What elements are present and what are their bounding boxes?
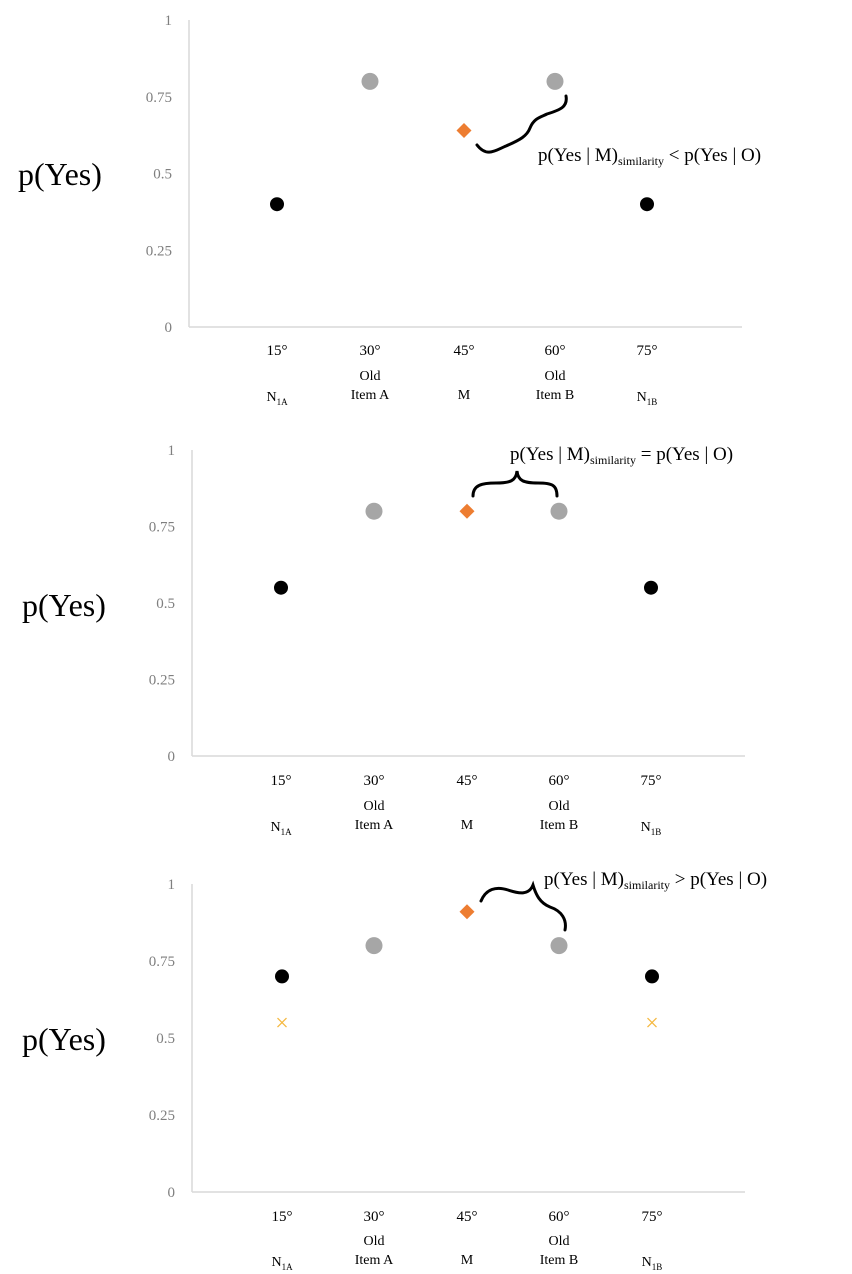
data-point-circle <box>365 502 383 520</box>
y-tick-label: 0.75 <box>149 520 175 536</box>
y-tick-label: 0.75 <box>146 90 172 106</box>
x-tick-angle: 45° <box>457 1209 478 1225</box>
y-tick-label: 0.25 <box>149 1108 175 1124</box>
x-tick-angle: 30° <box>364 1209 385 1225</box>
x-tick-angle: 15° <box>271 773 292 789</box>
x-category-label: Item B <box>540 818 579 833</box>
data-point-x <box>647 1017 657 1028</box>
x-category-label-line1: Old <box>549 1234 570 1249</box>
x-category-label-line1: Old <box>364 799 385 814</box>
y-tick-label: 0.25 <box>146 243 172 259</box>
y-tick-label: 0 <box>168 749 176 765</box>
x-tick-angle: 45° <box>457 773 478 789</box>
x-category-label: N1A <box>270 820 292 837</box>
x-category-label: N1B <box>637 390 658 407</box>
y-axis-title: p(Yes) <box>22 587 106 623</box>
x-tick-angle: 75° <box>642 1209 663 1225</box>
x-category-label-line1: Old <box>360 369 381 384</box>
data-point-circle <box>550 937 568 955</box>
data-point-x <box>277 1017 287 1028</box>
x-category-label-line1: Old <box>364 1234 385 1249</box>
y-axis-title: p(Yes) <box>18 156 102 192</box>
x-category-label: M <box>458 388 471 403</box>
x-tick-angle: 75° <box>641 773 662 789</box>
data-point-diamond <box>459 904 475 920</box>
x-tick-angle: 60° <box>545 343 566 359</box>
x-tick-angle: 30° <box>364 773 385 789</box>
annotation-label: p(Yes | M)similarity = p(Yes | O) <box>510 444 733 467</box>
data-point-circle <box>645 969 659 984</box>
x-category-label-line1: Old <box>545 369 566 384</box>
data-point-circle <box>270 197 284 212</box>
x-category-label: M <box>461 1253 474 1268</box>
annotation-label: p(Yes | M)similarity > p(Yes | O) <box>544 869 767 892</box>
comparison-brace <box>471 470 559 498</box>
data-point-circle <box>274 580 288 595</box>
comparison-brace <box>475 94 568 154</box>
y-tick-label: 0 <box>165 320 173 336</box>
x-tick-angle: 30° <box>360 343 381 359</box>
x-category-label: Item A <box>355 1253 394 1268</box>
x-category-label: N1B <box>641 820 662 837</box>
x-tick-angle: 60° <box>549 1209 570 1225</box>
data-point-diamond <box>459 503 475 519</box>
y-tick-label: 0.25 <box>149 673 175 689</box>
y-tick-label: 1 <box>168 443 176 459</box>
x-tick-angle: 15° <box>267 343 288 359</box>
y-tick-label: 0.75 <box>149 954 175 970</box>
data-point-circle <box>546 72 564 90</box>
x-tick-angle: 75° <box>637 343 658 359</box>
data-point-circle <box>275 969 289 984</box>
y-tick-label: 1 <box>168 877 176 893</box>
x-category-label: N1A <box>266 390 288 407</box>
x-category-label: Item B <box>536 388 575 403</box>
chart-panel-1: 0 0.25 0.5 0.75 1 p(Yes) 15° N1A 30° Old Item A 45°… <box>18 13 761 407</box>
x-category-label: M <box>461 818 474 833</box>
x-category-label: N1A <box>271 1255 293 1272</box>
chart-panel-2: 0 0.25 0.5 0.75 1 p(Yes) 15° N1A 30° Old Item A 45°… <box>22 443 745 837</box>
y-axis-title: p(Yes) <box>22 1021 106 1057</box>
x-tick-angle: 15° <box>272 1209 293 1225</box>
x-category-label: N1B <box>642 1255 663 1272</box>
comparison-brace <box>479 880 567 932</box>
chart-panel-3: 0 0.25 0.5 0.75 1 p(Yes) 15° N1A 30° Old Item A 45°… <box>22 869 767 1272</box>
x-tick-angle: 60° <box>549 773 570 789</box>
y-tick-label: 0.5 <box>156 1031 175 1047</box>
x-category-label: Item B <box>540 1253 579 1268</box>
y-tick-label: 0 <box>168 1185 176 1201</box>
data-point-circle <box>550 502 568 520</box>
data-point-circle <box>365 937 383 955</box>
x-category-label: Item A <box>355 818 394 833</box>
x-category-label: Item A <box>351 388 390 403</box>
y-tick-label: 0.5 <box>153 167 172 183</box>
annotation-label: p(Yes | M)similarity < p(Yes | O) <box>538 145 761 168</box>
data-point-circle <box>361 72 379 90</box>
y-tick-label: 1 <box>165 13 173 29</box>
x-tick-angle: 45° <box>454 343 475 359</box>
data-point-circle <box>644 580 658 595</box>
y-tick-label: 0.5 <box>156 596 175 612</box>
data-point-diamond <box>456 123 472 139</box>
x-category-label-line1: Old <box>549 799 570 814</box>
data-point-circle <box>640 197 654 212</box>
